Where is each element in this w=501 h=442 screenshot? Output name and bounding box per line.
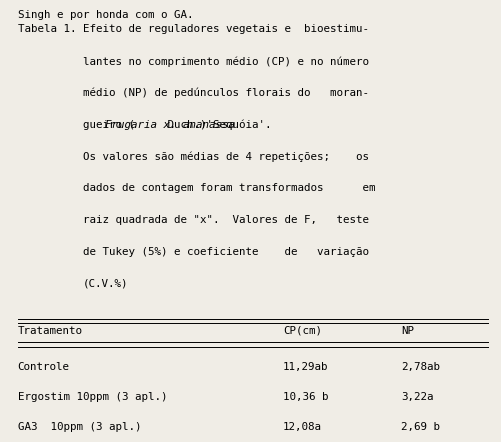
Text: Os valores são médias de 4 repetições;    os: Os valores são médias de 4 repetições; o…: [83, 152, 369, 162]
Text: 2,78ab: 2,78ab: [401, 362, 440, 372]
Text: gueiro (: gueiro (: [83, 120, 135, 130]
Text: CP(cm): CP(cm): [283, 326, 322, 336]
Text: de Tukey (5%) e coeficiente    de   variação: de Tukey (5%) e coeficiente de variação: [83, 247, 369, 257]
Text: NP: NP: [401, 326, 414, 336]
Text: médio (NP) de pedúnculos florais do   moran-: médio (NP) de pedúnculos florais do mora…: [83, 88, 369, 99]
Text: 12,08a: 12,08a: [283, 422, 322, 432]
Text: GA3  10ppm (3 apl.): GA3 10ppm (3 apl.): [18, 422, 141, 432]
Text: Duch.)'Sequóia'.: Duch.)'Sequóia'.: [161, 120, 272, 130]
Text: 10,36 b: 10,36 b: [283, 392, 329, 402]
Text: Controle: Controle: [18, 362, 70, 372]
Text: Frugaria x. ananassa: Frugaria x. ananassa: [105, 120, 235, 130]
Text: 3,22a: 3,22a: [401, 392, 433, 402]
Text: Singh e por honda com o GA.: Singh e por honda com o GA.: [18, 10, 193, 20]
Text: dados de contagem foram transformados      em: dados de contagem foram transformados em: [83, 183, 375, 194]
Text: Ergostim 10ppm (3 apl.): Ergostim 10ppm (3 apl.): [18, 392, 167, 402]
Text: lantes no comprimento médio (CP) e no número: lantes no comprimento médio (CP) e no nú…: [83, 56, 369, 67]
Text: (C.V.%): (C.V.%): [83, 279, 128, 289]
Text: Tratamento: Tratamento: [18, 326, 83, 336]
Text: 11,29ab: 11,29ab: [283, 362, 329, 372]
Text: Tabela 1.: Tabela 1.: [18, 24, 76, 34]
Text: raiz quadrada de "x".  Valores de F,   teste: raiz quadrada de "x". Valores de F, test…: [83, 215, 369, 225]
Text: Efeito de reguladores vegetais e  bioestimu-: Efeito de reguladores vegetais e bioesti…: [83, 24, 369, 34]
Text: 2,69 b: 2,69 b: [401, 422, 440, 432]
